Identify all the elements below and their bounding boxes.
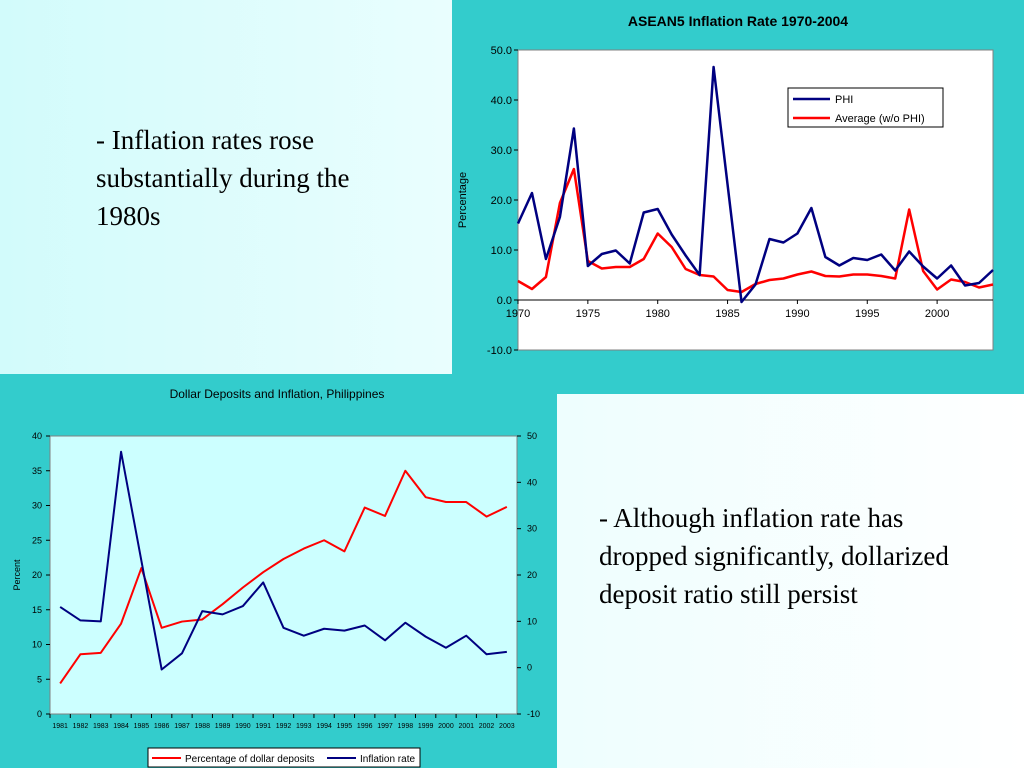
bullet-text-inflation-rose: - Inflation rates rose substantially dur… [96,125,350,231]
right-y-tick-label: 0 [527,663,532,673]
dollar-deposits-chart-panel: Dollar Deposits and Inflation, Philippin… [0,374,557,768]
x-tick-label: 1991 [255,723,271,730]
x-tick-label: 1999 [418,723,434,730]
x-tick-label: 1980 [645,308,669,320]
y-tick-label: 30.0 [491,145,512,157]
x-tick-label: 1992 [276,723,292,730]
right-y-tick-label: 10 [527,616,537,626]
x-tick-label: 1990 [235,723,251,730]
chart-title: ASEAN5 Inflation Rate 1970-2004 [628,13,848,29]
x-tick-label: 1994 [316,723,332,730]
left-y-tick-label: 0 [37,709,42,719]
x-tick-label: 1990 [785,308,809,320]
x-tick-label: 1988 [194,723,210,730]
y-tick-label: 50.0 [491,45,512,57]
x-tick-label: 2002 [479,723,495,730]
x-tick-label: 1995 [855,308,879,320]
y-tick-label: 40.0 [491,95,512,107]
x-axis-ticks: 1970 1975 1980 1985 1990 1995 2000 [506,300,949,320]
legend-label-inflation: Inflation rate [360,754,415,765]
y-axis-ticks: -10.0 0.0 10.0 20.0 30.0 40.0 50.0 [487,45,518,357]
x-tick-label: 1986 [154,723,170,730]
x-tick-label: 1982 [73,723,89,730]
right-y-tick-label: 50 [527,431,537,441]
x-tick-label: 1993 [296,723,312,730]
x-tick-label: 1995 [337,723,353,730]
bullet-text-dollarized-deposits: - Although inflation rate has dropped si… [599,503,949,609]
y-axis-label: Percent [12,559,22,591]
x-tick-label: 1985 [715,308,739,320]
right-y-tick-label: -10 [527,709,540,719]
left-y-tick-label: 30 [32,501,42,511]
legend-label-phi: PHI [835,94,853,106]
x-tick-label: 1998 [398,723,414,730]
left-y-tick-label: 10 [32,640,42,650]
right-y-axis-ticks: -10 0 10 20 30 40 50 [517,431,540,719]
legend-box [787,87,944,128]
left-y-tick-label: 40 [32,431,42,441]
left-y-tick-label: 20 [32,570,42,580]
left-y-tick-label: 15 [32,605,42,615]
x-tick-label: 2001 [458,723,474,730]
left-y-axis-ticks: 0 5 10 15 20 25 30 35 40 [32,431,50,719]
right-y-tick-label: 20 [527,570,537,580]
x-tick-label: 1989 [215,723,231,730]
y-tick-label: -10.0 [487,345,512,357]
left-y-tick-label: 35 [32,466,42,476]
plot-area [49,435,518,715]
series-line-phi [516,65,994,304]
y-tick-label: 10.0 [491,245,512,257]
series-lines [59,450,508,684]
y-tick-label: 20.0 [491,195,512,207]
series-line-percentage-of-dollar-deposits [59,469,508,684]
x-tick-label: 2003 [499,723,515,730]
x-tick-label: 2000 [438,723,454,730]
x-tick-label: 1996 [357,723,373,730]
y-tick-label: 0.0 [497,295,512,307]
legend-box [147,747,421,768]
left-y-tick-label: 25 [32,535,42,545]
x-tick-label: 1984 [113,723,129,730]
x-tick-label: 1997 [377,723,393,730]
x-tick-label: 1975 [576,308,600,320]
asean5-chart-panel: ASEAN5 Inflation Rate 1970-2004 Percenta… [452,0,1024,394]
legend: PHI Average (w/o PHI) [787,87,944,128]
y-axis-label: Percentage [457,172,469,228]
series-lines [516,65,994,304]
legend-label-average: Average (w/o PHI) [835,113,925,125]
x-tick-label: 1981 [52,723,68,730]
x-tick-label: 1985 [134,723,150,730]
x-tick-label: 1970 [506,308,530,320]
asean5-inflation-chart: ASEAN5 Inflation Rate 1970-2004 Percenta… [457,13,994,357]
dollar-deposits-inflation-chart: Dollar Deposits and Inflation, Philippin… [12,387,540,768]
legend-label-dollar-deposits: Percentage of dollar deposits [185,754,315,765]
left-y-tick-label: 5 [37,674,42,684]
chart-title: Dollar Deposits and Inflation, Philippin… [170,387,385,401]
x-tick-label: 1983 [93,723,109,730]
x-tick-label: 1987 [174,723,190,730]
series-line-inflation-rate [59,450,507,671]
right-y-tick-label: 40 [527,477,537,487]
x-tick-label: 2000 [925,308,949,320]
right-y-tick-label: 30 [527,524,537,534]
x-axis-ticks: 1981 1982 1983 1984 1985 1986 1987 1988 1989 1990… [49,714,515,730]
legend: Percentage of dollar deposits Inflation … [147,747,421,768]
